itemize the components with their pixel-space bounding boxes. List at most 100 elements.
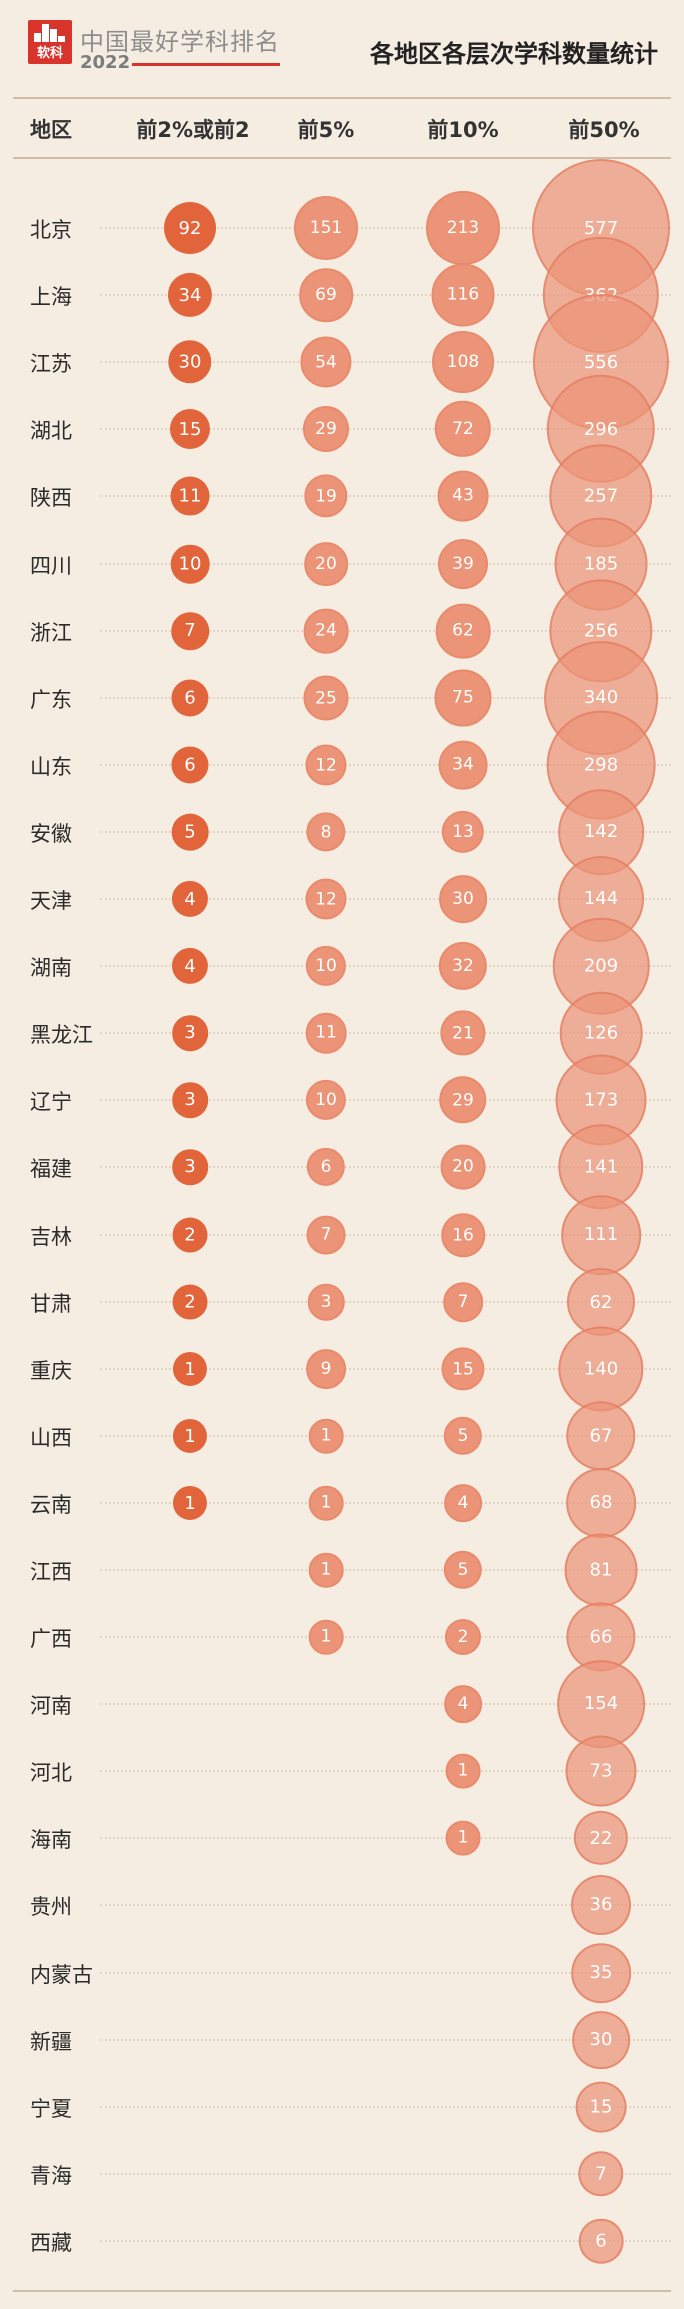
region-label: 重庆	[30, 1359, 72, 1383]
bubble-value: 1	[184, 1358, 196, 1380]
bubble-value: 108	[446, 352, 480, 372]
bubble-value: 34	[178, 284, 202, 306]
bubble-value: 21	[452, 1023, 474, 1043]
bubble-value: 209	[583, 955, 619, 977]
region-label: 湖南	[30, 956, 72, 980]
bubble-top5: 69	[299, 268, 353, 322]
bubble-value: 72	[452, 419, 474, 439]
bubble-value: 256	[583, 620, 619, 642]
bubble-top10: 30	[439, 875, 487, 923]
row-guide-line	[100, 1368, 671, 1370]
column-header-top2: 前2%或前2	[136, 118, 250, 142]
bubble-value: 6	[184, 687, 196, 709]
bubble-value: 116	[446, 284, 480, 305]
bubble-top2: 15	[169, 408, 211, 450]
bubble-top50: 67	[566, 1401, 636, 1471]
bubble-value: 5	[457, 1559, 469, 1580]
bubble-top50: 35	[571, 1943, 631, 2003]
bubble-value: 36	[589, 1894, 613, 1916]
bubble-value: 1	[320, 1560, 332, 1580]
page-title: 各地区各层次学科数量统计	[370, 40, 658, 68]
bubble-value: 7	[595, 2163, 607, 2185]
region-label: 河北	[30, 1761, 72, 1785]
bubble-top50: 81	[564, 1533, 638, 1607]
bubble-top10: 5	[443, 1550, 483, 1590]
bubble-top2: 6	[171, 746, 209, 784]
bubble-top5: 10	[305, 945, 347, 987]
bubble-value: 69	[315, 285, 337, 305]
bubble-top5: 7	[306, 1215, 346, 1255]
bubble-top10: 15	[441, 1347, 485, 1391]
header-divider-bottom	[13, 157, 671, 159]
bubble-value: 22	[589, 1827, 613, 1849]
bubble-value: 340	[583, 687, 619, 709]
bubble-top2: 11	[170, 476, 210, 516]
bubble-value: 126	[583, 1022, 619, 1044]
bubble-value: 1	[320, 1493, 332, 1513]
bubble-value: 2	[457, 1627, 469, 1647]
header: 软科 中国最好学科排名 2022 各地区各层次学科数量统计	[0, 0, 684, 86]
bubble-value: 1	[184, 1425, 196, 1447]
bubble-top5: 151	[294, 196, 358, 260]
bubble-value: 296	[583, 418, 619, 440]
bubble-value: 4	[457, 1493, 469, 1513]
brand-year: 2022	[80, 52, 131, 73]
bubble-value: 4	[457, 1694, 469, 1714]
bubble-top2: 92	[164, 202, 216, 254]
row-guide-line	[100, 428, 671, 430]
region-label: 甘肃	[30, 1292, 72, 1316]
region-label: 广西	[30, 1627, 72, 1651]
bubble-value: 12	[315, 888, 337, 909]
logo-text: 软科	[36, 46, 63, 61]
bubble-top10: 21	[440, 1010, 486, 1056]
row-guide-line	[100, 1837, 671, 1839]
bubble-value: 1	[457, 1761, 469, 1781]
bubble-top10: 4	[444, 1484, 482, 1522]
bubble-value: 3	[320, 1292, 332, 1312]
bubble-top2: 2	[172, 1217, 208, 1253]
bubble-value: 15	[178, 418, 202, 440]
row-guide-line	[100, 965, 671, 967]
bubble-value: 24	[315, 621, 337, 641]
bubble-top10: 16	[441, 1213, 485, 1257]
bubble-top2: 7	[171, 612, 209, 650]
region-label: 河南	[30, 1694, 72, 1718]
bubble-value: 8	[320, 821, 332, 842]
bubble-value: 10	[315, 955, 337, 976]
region-label: 黑龙江	[30, 1023, 93, 1047]
bubble-value: 5	[184, 821, 196, 843]
bubble-top10: 75	[434, 669, 492, 727]
region-label: 辽宁	[30, 1090, 72, 1114]
bubble-value: 1	[457, 1828, 469, 1848]
bubble-value: 43	[452, 485, 474, 506]
bubble-value: 75	[452, 687, 474, 708]
column-header-region: 地区	[30, 118, 72, 142]
region-label: 上海	[30, 285, 72, 309]
bubble-top5: 11	[305, 1012, 347, 1054]
row-guide-line	[100, 1636, 671, 1638]
bubble-value: 81	[589, 1559, 613, 1581]
bubble-top10: 34	[438, 740, 488, 790]
bubble-value: 7	[320, 1225, 332, 1245]
bubble-value: 173	[583, 1089, 619, 1111]
bubble-value: 6	[320, 1157, 332, 1177]
bubble-top5: 10	[305, 1079, 347, 1121]
row-guide-line	[100, 1569, 671, 1571]
region-label: 宁夏	[30, 2097, 72, 2121]
row-guide-line	[100, 764, 671, 766]
row-guide-line	[100, 227, 671, 229]
bubble-top5: 1	[308, 1619, 344, 1655]
region-label: 西藏	[30, 2231, 72, 2255]
bubble-top5: 1	[308, 1552, 344, 1588]
bubble-value: 2	[184, 1224, 196, 1246]
region-label: 山东	[30, 755, 72, 779]
bubble-top5: 24	[303, 608, 349, 654]
bubble-top10: 7	[443, 1282, 483, 1322]
bubble-value: 298	[583, 754, 619, 776]
bubble-value: 3	[184, 1156, 196, 1178]
region-label: 湖北	[30, 419, 72, 443]
bubble-top5: 25	[303, 675, 349, 721]
bubble-top50: 73	[565, 1735, 637, 1807]
bubble-value: 142	[583, 821, 619, 843]
region-label: 青海	[30, 2164, 72, 2188]
